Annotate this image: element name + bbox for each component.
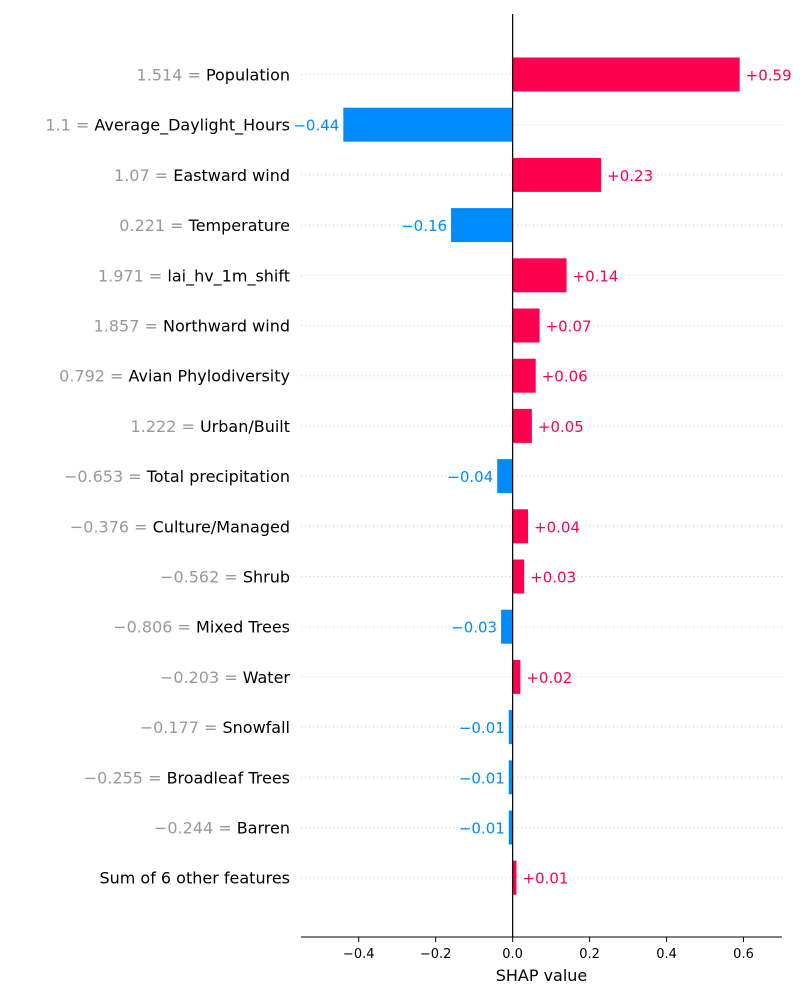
bar — [512, 308, 540, 343]
shap-value-label: +0.59 — [746, 67, 792, 85]
x-tick-label: 0.2 — [579, 947, 600, 962]
feature-name: lai_hv_1m_shift — [167, 266, 290, 286]
bar — [497, 459, 513, 494]
feature-name: Shrub — [243, 568, 290, 587]
feature-value: −0.177 = — [140, 718, 223, 737]
x-tick-label: 0.4 — [656, 947, 677, 962]
bar — [512, 408, 532, 443]
feature-value: 1.222 = — [131, 417, 200, 436]
shap-value-label: −0.44 — [293, 117, 339, 135]
bar — [512, 57, 740, 92]
shap-value-label: +0.14 — [573, 267, 619, 285]
gridlines — [301, 74, 782, 879]
feature-value: −0.806 = — [113, 618, 196, 637]
feature-value: −0.255 = — [84, 768, 167, 787]
feature-name: Mixed Trees — [196, 618, 290, 637]
shap-value-label: +0.05 — [538, 418, 584, 436]
feature-label: −0.653 = Total precipitation — [64, 467, 290, 486]
feature-value: 1.971 = — [98, 266, 167, 285]
shap-value-label: −0.01 — [459, 820, 505, 838]
x-axis: −0.4 −0.2 0.0 0.2 0.4 0.6 — [301, 936, 782, 962]
feature-name: Urban/Built — [200, 417, 290, 436]
feature-value: 1.07 = — [114, 166, 173, 185]
bar — [512, 509, 529, 544]
bar — [508, 760, 513, 795]
feature-value: −0.653 = — [64, 467, 147, 486]
feature-value: −0.376 = — [70, 517, 153, 536]
feature-value: 0.792 = — [59, 367, 128, 386]
feature-label: −0.177 = Snowfall — [140, 718, 290, 737]
feature-label: 1.971 = lai_hv_1m_shift — [98, 266, 290, 286]
shap-value-label: +0.06 — [542, 368, 588, 386]
feature-name: Water — [243, 668, 291, 687]
shap-value-label: +0.07 — [546, 318, 592, 336]
x-tick-label: −0.2 — [420, 947, 452, 962]
bar — [343, 107, 513, 142]
feature-name: Sum of 6 other features — [99, 869, 290, 888]
feature-label: −0.376 = Culture/Managed — [70, 517, 290, 536]
feature-name: Population — [206, 66, 290, 85]
bar — [501, 609, 513, 644]
feature-name: Temperature — [188, 216, 290, 235]
shap-value-label: +0.03 — [530, 569, 576, 587]
feature-label: 1.222 = Urban/Built — [131, 417, 290, 436]
shap-value-labels: +0.59 −0.44 +0.23 −0.16 +0.14 +0.07 +0.06 +0.05… — [293, 67, 791, 888]
feature-label: −0.806 = Mixed Trees — [113, 618, 290, 637]
bar — [451, 208, 513, 243]
bar — [512, 358, 536, 393]
bars — [343, 57, 740, 895]
feature-name: Northward wind — [163, 317, 290, 336]
feature-label: 1.07 = Eastward wind — [114, 166, 290, 185]
feature-name: Avian Phylodiversity — [129, 367, 290, 386]
feature-value: −0.562 = — [160, 568, 243, 587]
feature-name: Broadleaf Trees — [167, 768, 290, 787]
feature-label: 0.792 = Avian Phylodiversity — [59, 367, 290, 386]
feature-label: 1.857 = Northward wind — [94, 317, 290, 336]
shap-value-label: −0.03 — [451, 619, 497, 637]
shap-value-label: −0.04 — [447, 468, 493, 486]
feature-label: −0.255 = Broadleaf Trees — [84, 768, 290, 787]
feature-value: 0.221 = — [119, 216, 188, 235]
x-tick-label: 0.6 — [733, 947, 754, 962]
bar — [512, 157, 602, 192]
feature-label: −0.203 = Water — [160, 668, 291, 687]
bar — [512, 258, 567, 293]
feature-label: −0.244 = Barren — [154, 819, 290, 838]
feature-name: Eastward wind — [173, 166, 290, 185]
feature-label: 1.1 = Average_Daylight_Hours — [45, 116, 290, 136]
feature-name: Barren — [237, 819, 290, 838]
feature-name: Total precipitation — [146, 467, 290, 486]
bar — [512, 860, 517, 895]
bar — [512, 559, 525, 594]
feature-label: 1.514 = Population — [137, 66, 290, 85]
feature-value: 1.1 = — [45, 116, 94, 135]
shap-value-label: −0.16 — [401, 217, 447, 235]
bar — [508, 810, 513, 845]
feature-name: Snowfall — [223, 718, 291, 737]
feature-label: −0.562 = Shrub — [160, 568, 290, 587]
shap-value-label: −0.01 — [459, 719, 505, 737]
x-tick-label: −0.4 — [343, 947, 375, 962]
feature-value: 1.857 = — [94, 317, 163, 336]
feature-value: 1.514 = — [137, 66, 206, 85]
feature-value: −0.203 = — [160, 668, 243, 687]
feature-label: 0.221 = Temperature — [119, 216, 290, 235]
shap-value-label: +0.01 — [522, 870, 568, 888]
bar — [508, 710, 513, 745]
feature-name: Average_Daylight_Hours — [94, 116, 290, 136]
feature-name: Culture/Managed — [153, 517, 290, 536]
bar — [512, 659, 521, 694]
x-tick-label: 0.0 — [502, 947, 523, 962]
feature-label: Sum of 6 other features — [99, 869, 290, 888]
shap-value-label: −0.01 — [459, 769, 505, 787]
shap-value-label: +0.02 — [526, 669, 572, 687]
feature-value: −0.244 = — [154, 819, 237, 838]
shap-value-label: +0.23 — [607, 167, 653, 185]
feature-labels: 1.514 = Population 1.1 = Average_Daylight… — [45, 66, 290, 888]
shap-value-label: +0.04 — [534, 518, 580, 536]
x-axis-title: SHAP value — [496, 966, 588, 985]
